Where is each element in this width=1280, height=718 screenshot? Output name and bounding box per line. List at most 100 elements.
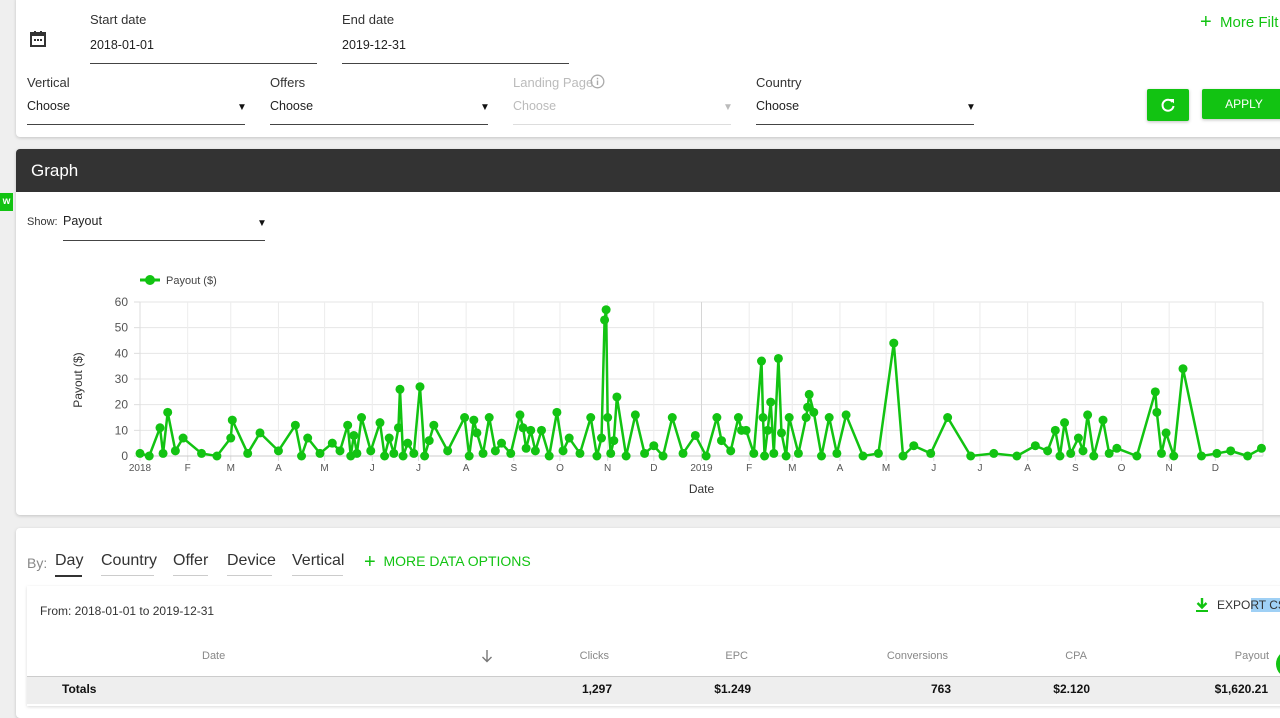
point: [781, 451, 791, 461]
vertical-label: Vertical: [27, 75, 70, 90]
point: [716, 436, 726, 446]
point: [197, 448, 207, 458]
tab-underline: [292, 575, 343, 576]
point: [678, 448, 688, 458]
refresh-icon: [1161, 98, 1175, 112]
point: [158, 448, 168, 458]
x-tick-label: S: [510, 463, 517, 474]
point: [816, 451, 826, 461]
x-tick-label: F: [746, 463, 752, 474]
point: [170, 446, 180, 456]
point: [472, 428, 482, 438]
x-tick-label: M: [320, 463, 328, 474]
point: [760, 451, 770, 461]
point: [989, 448, 999, 458]
caret: ▼: [257, 218, 267, 229]
point: [303, 433, 313, 443]
column-header[interactable]: Clicks: [579, 650, 609, 662]
point: [621, 451, 631, 461]
point: [889, 338, 899, 348]
caret: ▼: [480, 102, 490, 113]
point: [701, 451, 711, 461]
vertical-select[interactable]: Choose: [27, 99, 71, 113]
chat-bubble[interactable]: [1276, 650, 1280, 678]
tab[interactable]: Device: [227, 552, 276, 569]
show-select[interactable]: Payout: [63, 214, 102, 228]
start-date-input[interactable]: 2018-01-01: [90, 38, 154, 52]
point: [544, 451, 554, 461]
point: [801, 413, 811, 422]
tab[interactable]: Vertical: [292, 552, 345, 569]
underline: [270, 124, 488, 125]
x-tick-label: D: [650, 463, 657, 474]
point: [343, 420, 353, 430]
sort-icon[interactable]: [479, 648, 495, 664]
point: [733, 413, 743, 422]
column-header[interactable]: Payout: [1234, 650, 1269, 662]
tab[interactable]: Offer: [173, 552, 209, 569]
totals-row: [27, 676, 1280, 704]
more-filters[interactable]: + More Filt: [1200, 10, 1278, 33]
point: [586, 413, 596, 422]
x-tick-label: O: [1118, 463, 1126, 474]
tab[interactable]: Country: [101, 552, 158, 569]
point: [898, 451, 908, 461]
filter-card: [16, 0, 1280, 137]
export-csv[interactable]: EXPORT CS: [1217, 598, 1280, 612]
column-header[interactable]: EPC: [725, 650, 748, 662]
point: [1104, 448, 1114, 458]
tab-underline: [55, 575, 82, 577]
y-tick-label: 30: [115, 372, 129, 386]
tab-underline: [227, 575, 272, 576]
tab[interactable]: Day: [55, 552, 84, 569]
country-select[interactable]: Choose: [756, 99, 800, 113]
point: [597, 433, 607, 443]
point: [804, 389, 814, 399]
point: [409, 448, 419, 458]
point: [601, 305, 611, 315]
point: [515, 410, 525, 420]
more-filters-label[interactable]: More Filt: [1220, 14, 1279, 31]
export-label[interactable]: EXPORT CS: [1217, 598, 1280, 612]
underline: [90, 63, 317, 64]
point: [255, 428, 265, 438]
start-date-label: Start date: [90, 12, 147, 27]
point: [393, 423, 403, 433]
more-data-options-label[interactable]: MORE DATA OPTIONS: [383, 553, 531, 569]
landing-page-select: Choose: [513, 99, 557, 113]
end-date-input[interactable]: 2019-12-31: [342, 38, 406, 52]
x-tick-label: A: [837, 463, 844, 474]
point: [773, 353, 783, 363]
x-tick-label: M: [882, 463, 890, 474]
point: [380, 451, 390, 461]
more-data-options[interactable]: + MORE DATA OPTIONS: [364, 549, 531, 573]
show-label: Show:: [27, 216, 58, 228]
point: [478, 448, 488, 458]
point: [1083, 410, 1093, 420]
column-header[interactable]: Date: [202, 650, 226, 662]
point: [758, 413, 768, 422]
offers-select[interactable]: Choose: [270, 99, 314, 113]
point: [335, 446, 345, 456]
point: [824, 413, 834, 422]
point: [212, 451, 222, 461]
point: [741, 425, 751, 435]
column-header[interactable]: Conversions: [886, 650, 948, 662]
point: [667, 413, 677, 422]
x-tick-label: D: [1212, 463, 1219, 474]
x-tick-label: N: [604, 463, 611, 474]
apply-button[interactable]: APPLY: [1202, 89, 1280, 119]
x-tick-label: O: [556, 463, 564, 474]
point: [1196, 451, 1206, 461]
refresh-button[interactable]: [1147, 89, 1189, 121]
point: [600, 315, 610, 325]
landing-page-label: Landing Page: [513, 75, 594, 90]
side-badge[interactable]: w: [0, 193, 13, 211]
underline: [342, 63, 569, 64]
point: [575, 448, 585, 458]
point: [1078, 446, 1088, 456]
point: [1050, 425, 1060, 435]
column-header[interactable]: CPA: [1065, 650, 1087, 662]
underline: [513, 124, 731, 125]
point: [1073, 433, 1083, 443]
